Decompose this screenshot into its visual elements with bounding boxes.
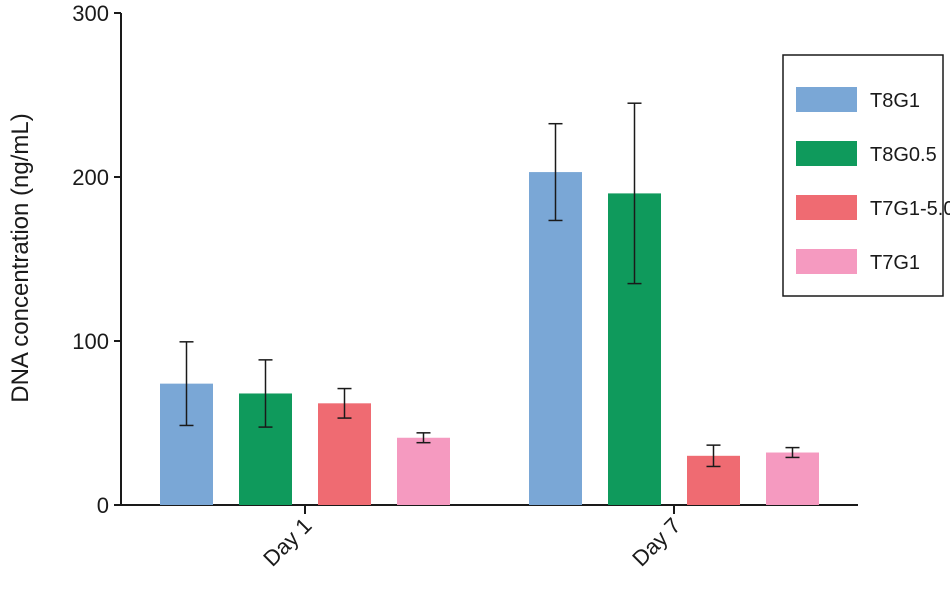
y-tick-label: 300 <box>72 1 109 26</box>
y-tick-label: 100 <box>72 329 109 354</box>
x-tick-label: Day 1 <box>258 513 316 571</box>
legend-swatch <box>796 141 857 166</box>
legend-label: T7G1-5.0 <box>870 198 950 220</box>
legend-label: T7G1 <box>870 252 920 274</box>
legend-swatch <box>796 87 857 112</box>
y-tick-label: 200 <box>72 165 109 190</box>
legend-swatch <box>796 249 857 274</box>
bar <box>318 403 371 505</box>
x-tick-label: Day 7 <box>627 513 685 571</box>
plot-area: 0 100 200 300 Day 1 Day 7 <box>72 1 858 571</box>
legend: T8G1 T8G0.5 T7G1-5.0 T7G1 <box>782 54 950 297</box>
y-axis-title: DNA concentration (ng/mL) <box>7 113 34 402</box>
legend-swatch <box>796 195 857 220</box>
legend-label: T8G1 <box>870 90 920 112</box>
bar <box>397 437 450 505</box>
y-tick-label: 0 <box>97 493 109 518</box>
bar <box>766 452 819 505</box>
bar <box>529 172 582 505</box>
legend-label: T8G0.5 <box>870 144 937 166</box>
